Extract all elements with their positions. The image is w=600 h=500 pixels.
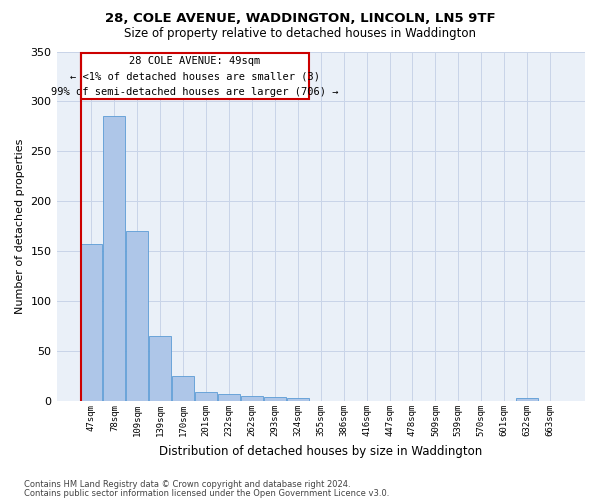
Bar: [80, 54, 310, 100]
Text: 28, COLE AVENUE, WADDINGTON, LINCOLN, LN5 9TF: 28, COLE AVENUE, WADDINGTON, LINCOLN, LN…: [104, 12, 496, 26]
Text: Contains public sector information licensed under the Open Government Licence v3: Contains public sector information licen…: [24, 489, 389, 498]
Text: Contains HM Land Registry data © Crown copyright and database right 2024.: Contains HM Land Registry data © Crown c…: [24, 480, 350, 489]
X-axis label: Distribution of detached houses by size in Waddington: Distribution of detached houses by size …: [159, 444, 482, 458]
Y-axis label: Number of detached properties: Number of detached properties: [15, 138, 25, 314]
Bar: [264, 397, 286, 401]
Bar: [172, 376, 194, 401]
Bar: [127, 232, 148, 401]
Bar: [287, 398, 309, 401]
Bar: [80, 244, 103, 401]
Text: 28 COLE AVENUE: 49sqm: 28 COLE AVENUE: 49sqm: [130, 56, 260, 66]
Bar: [241, 396, 263, 401]
Text: Size of property relative to detached houses in Waddington: Size of property relative to detached ho…: [124, 28, 476, 40]
Text: 99% of semi-detached houses are larger (706) →: 99% of semi-detached houses are larger (…: [51, 87, 338, 97]
Bar: [516, 398, 538, 401]
Bar: [149, 336, 171, 401]
Bar: [195, 392, 217, 401]
Bar: [218, 394, 240, 401]
Bar: [103, 116, 125, 401]
Text: ← <1% of detached houses are smaller (3): ← <1% of detached houses are smaller (3): [70, 72, 320, 82]
